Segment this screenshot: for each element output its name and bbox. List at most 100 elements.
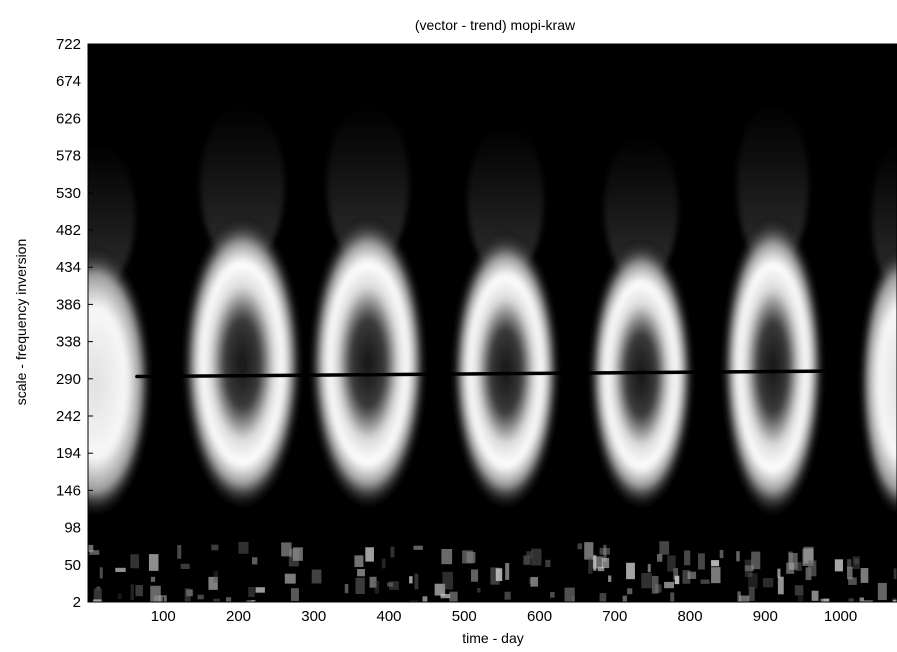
- noise-cell: [248, 586, 255, 598]
- scalogram-blob-2: [182, 104, 303, 511]
- scalogram-blob-haze: [604, 133, 679, 283]
- noise-cell: [697, 553, 705, 570]
- noise-cell: [545, 559, 551, 567]
- y-tick-label: 578: [56, 148, 81, 165]
- x-tick-label: 300: [301, 608, 326, 625]
- x-tick-label: 600: [527, 608, 552, 625]
- noise-cell: [208, 576, 218, 590]
- scalogram-blob-4: [451, 123, 560, 511]
- noise-cell: [593, 555, 597, 571]
- noise-cell: [413, 545, 423, 550]
- noise-cell: [700, 579, 710, 584]
- y-tick-label: 290: [56, 371, 81, 388]
- noise-cell: [788, 552, 798, 570]
- scalogram-blob-body: [451, 231, 560, 511]
- noise-cell: [656, 554, 663, 562]
- y-tick-label: 50: [64, 557, 81, 574]
- noise-cell: [148, 554, 159, 571]
- noise-cell: [357, 569, 365, 577]
- x-tick-label: 700: [602, 608, 627, 625]
- y-tick-label: 98: [64, 520, 81, 537]
- noise-cell: [802, 548, 814, 566]
- noise-cell: [877, 582, 887, 601]
- scalogram-blob-body: [309, 216, 427, 511]
- noise-cell: [213, 598, 221, 602]
- noise-cell: [369, 576, 377, 588]
- noise-cell: [88, 544, 94, 552]
- noise-cell: [647, 564, 651, 573]
- noise-cell: [440, 593, 451, 599]
- noise-cell: [255, 587, 265, 593]
- y-tick-label: 242: [56, 408, 81, 425]
- trend-line-layer: [135, 369, 843, 379]
- noise-cell: [719, 549, 724, 559]
- y-tick-label: 626: [56, 110, 81, 127]
- noise-cell: [311, 569, 322, 584]
- noise-cell: [599, 593, 607, 602]
- noise-cell: [225, 597, 232, 602]
- noise-cell: [748, 573, 758, 589]
- noise-cell: [505, 563, 510, 580]
- noise-cell: [550, 591, 555, 598]
- noise-cell: [442, 571, 454, 590]
- x-tick-label: 500: [452, 608, 477, 625]
- noise-cell: [564, 587, 575, 602]
- noise-cell: [365, 547, 374, 562]
- noise-cell: [115, 567, 126, 572]
- noise-cell: [848, 577, 857, 585]
- noise-cell: [526, 551, 533, 559]
- noise-cell: [738, 595, 750, 602]
- y-tick-label: 194: [56, 445, 81, 462]
- noise-cell: [847, 566, 853, 580]
- noise-cell: [777, 576, 784, 595]
- noise-cell: [736, 551, 740, 562]
- noise-cell: [434, 583, 446, 596]
- noise-cell: [281, 542, 292, 557]
- y-tick-label: 482: [56, 222, 81, 239]
- scalogram-blob-7: [859, 142, 897, 518]
- noise-cell: [859, 597, 865, 602]
- noise-cell: [504, 591, 511, 600]
- trend-line: [135, 369, 843, 379]
- noise-cell: [852, 556, 860, 570]
- noise-cell: [389, 581, 399, 590]
- x-tick-label: 400: [377, 608, 402, 625]
- noise-cell: [197, 594, 204, 600]
- noise-cell: [744, 565, 754, 572]
- noise-cell: [157, 595, 167, 602]
- noise-cell: [682, 570, 691, 584]
- noise-cell: [892, 599, 897, 602]
- noise-cell: [130, 554, 139, 569]
- noise-cell: [588, 557, 593, 574]
- noise-cell: [355, 577, 365, 595]
- noise-cell: [150, 576, 156, 582]
- noise-cell: [751, 551, 761, 570]
- x-tick-label: 800: [678, 608, 703, 625]
- y-tick-label: 338: [56, 334, 81, 351]
- noise-cell: [737, 591, 741, 602]
- noise-cell: [288, 556, 299, 567]
- noise-cell: [627, 588, 633, 595]
- scalogram-blob-3: [309, 104, 427, 511]
- noise-cell: [464, 601, 469, 602]
- noise-cell: [381, 558, 386, 569]
- noise-cell: [449, 591, 458, 602]
- noise-cell: [744, 559, 753, 577]
- noise-cell: [664, 581, 675, 589]
- scalogram-blob-body: [182, 216, 303, 511]
- y-axis-label: scale - frequency inversion: [13, 239, 29, 406]
- noise-cell: [251, 599, 256, 602]
- noise-cell: [409, 600, 418, 602]
- noise-cell: [238, 541, 249, 554]
- scalogram-intensity-layer: [88, 101, 897, 519]
- noise-cell: [577, 543, 583, 550]
- noise-cell: [477, 587, 481, 593]
- noise-cell: [571, 595, 575, 602]
- noise-cell: [848, 598, 854, 602]
- plot-frame: [87, 43, 897, 603]
- noise-cell: [797, 594, 804, 602]
- y-tick-label: 434: [56, 259, 81, 276]
- y-axis-ticks: 2 50 98 146 194 242 290 338 386 434 482 530 578 626 67…: [56, 36, 93, 611]
- scalogram-blob-haze: [467, 123, 544, 278]
